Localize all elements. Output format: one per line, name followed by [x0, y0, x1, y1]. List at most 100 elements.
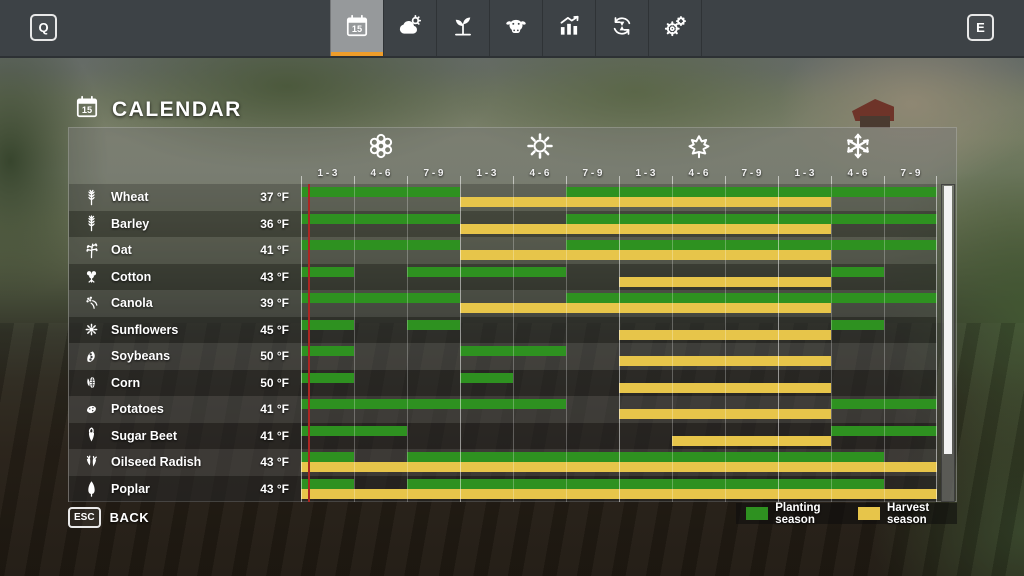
crop-label-cell: Potatoes 41 °F: [69, 396, 301, 423]
crop-row: Wheat 37 °F: [69, 184, 937, 211]
back-control[interactable]: ESC BACK: [68, 507, 149, 528]
tab-economy[interactable]: [595, 0, 648, 56]
tab-settings[interactable]: [648, 0, 701, 56]
cow-icon: [503, 13, 529, 44]
header-tick: [936, 176, 937, 184]
crop-row: Oilseed Radish 43 °F: [69, 449, 937, 476]
crop-season-chart: [301, 370, 937, 397]
header-tick: [354, 176, 355, 184]
period-label: 1 - 3: [794, 168, 815, 179]
crop-name: Cotton: [111, 269, 152, 284]
crop-row: Soybeans 50 °F: [69, 343, 937, 370]
planting-bar: [407, 478, 884, 489]
scrollbar-thumb[interactable]: [944, 186, 952, 454]
calendar-panel: 1 - 3 4 - 6 7 - 9 1 - 3 4 - 6 7 - 9 1 - 3 4 - 6…: [68, 127, 957, 502]
crop-label-cell: Cotton 43 °F: [69, 264, 301, 291]
sun-icon: [525, 131, 555, 166]
crop-season-chart: [301, 184, 937, 211]
svg-text:15: 15: [82, 105, 92, 115]
header-tick: [407, 176, 408, 184]
potato-icon: [79, 400, 103, 419]
crop-row: Corn 50 °F: [69, 369, 937, 397]
sugar-beet-icon: [79, 426, 103, 445]
tab-animals[interactable]: [489, 0, 542, 56]
planting-bar: [301, 266, 354, 277]
harvest-bar: [619, 276, 831, 287]
planting-bar: [831, 399, 937, 409]
harvest-bar: [460, 197, 831, 207]
planting-bar: [301, 213, 460, 224]
planting-bar: [407, 452, 884, 462]
planting-bar: [301, 187, 460, 197]
header-tick: [884, 176, 885, 184]
back-label: BACK: [109, 510, 150, 525]
planting-bar: [566, 213, 937, 224]
tab-calendar[interactable]: 15: [330, 0, 383, 56]
tab-weather[interactable]: [383, 0, 436, 56]
harvest-bar: [460, 250, 831, 260]
crop-label-cell: Soybeans 50 °F: [69, 343, 301, 370]
flower-icon: [366, 131, 396, 166]
planting-bar: [301, 478, 354, 489]
crop-temperature: 41 °F: [260, 428, 289, 443]
harvest-bar: [460, 303, 831, 313]
header-tick: [566, 176, 567, 184]
planting-bar: [460, 372, 513, 383]
season-winter: [778, 131, 937, 165]
leaf-icon: [684, 131, 714, 166]
planting-bar: [301, 346, 354, 356]
planting-bar: [301, 372, 354, 383]
sunflower-icon: [79, 320, 103, 339]
scrollbar-track[interactable]: [941, 184, 955, 502]
prev-tab-key-hint[interactable]: Q: [30, 14, 57, 41]
corn-icon: [79, 373, 103, 392]
crop-row: Sunflowers 45 °F: [69, 316, 937, 344]
tab-crops[interactable]: [436, 0, 489, 56]
harvest-bar: [619, 382, 831, 393]
calendar-header: 1 - 3 4 - 6 7 - 9 1 - 3 4 - 6 7 - 9 1 - 3 4 - 6…: [69, 128, 956, 184]
header-ticks: [301, 176, 938, 184]
crop-season-chart: [301, 317, 937, 344]
period-label: 7 - 9: [582, 168, 603, 179]
period-label: 1 - 3: [635, 168, 656, 179]
wheat-icon: [79, 188, 103, 207]
oilseed-radish-icon: [79, 453, 103, 472]
period-label: 1 - 3: [476, 168, 497, 179]
period-label: 4 - 6: [529, 168, 550, 179]
tab-statistics[interactable]: [542, 0, 595, 56]
harvest-bar: [301, 462, 937, 472]
crop-temperature: 43 °F: [260, 481, 289, 496]
planting-bar: [407, 266, 566, 277]
harvest-bar: [672, 435, 831, 446]
crop-season-chart: [301, 423, 937, 450]
crop-name: Poplar: [111, 481, 150, 496]
crop-name: Corn: [111, 375, 141, 390]
weather-icon: [397, 13, 423, 44]
planting-bar: [831, 319, 884, 330]
legend: Planting season Harvest season: [736, 501, 957, 526]
season-autumn: [619, 131, 778, 165]
next-tab-key-hint[interactable]: E: [967, 14, 994, 41]
crop-season-chart: [301, 264, 937, 291]
crop-season-chart: [301, 449, 937, 476]
esc-key-badge[interactable]: ESC: [68, 507, 101, 528]
page-title: CALENDAR: [112, 97, 242, 121]
crop-row: Oat 41 °F: [69, 237, 937, 264]
crop-temperature: 41 °F: [260, 402, 289, 417]
barn-wall: [860, 116, 890, 128]
harvest-bar: [619, 329, 831, 340]
crop-temperature: 37 °F: [260, 190, 289, 205]
planting-bar: [831, 425, 937, 436]
top-menu-bar: Q 15 E: [0, 0, 1024, 58]
header-tick: [301, 176, 302, 184]
cotton-icon: [79, 267, 103, 286]
period-label: 7 - 9: [423, 168, 444, 179]
period-label: 7 - 9: [900, 168, 921, 179]
planting-bar: [301, 319, 354, 330]
crop-name: Sugar Beet: [111, 428, 177, 443]
season-icon-row: [301, 131, 937, 165]
header-tick: [460, 176, 461, 184]
crop-season-chart: [301, 211, 937, 238]
legend-label: Planting season: [775, 501, 821, 526]
